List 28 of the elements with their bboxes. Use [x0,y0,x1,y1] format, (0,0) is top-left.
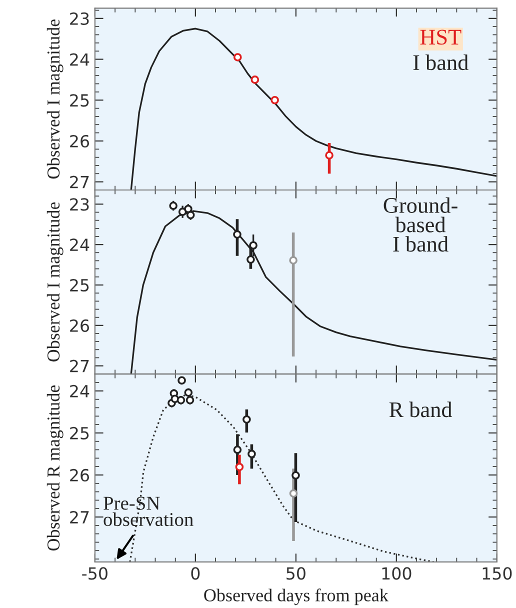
y-tick-label: 27 [70,360,89,372]
y-tick-label: 26 [70,468,90,482]
annotation: Ground- based I band [384,197,458,252]
y-axis-title: Observed R magnitude [46,385,64,551]
y-tick-label: 26 [70,134,90,148]
y-tick-label: 25 [70,94,89,107]
annotation: HST [420,30,462,45]
annotation: Pre-SN observation [104,496,194,526]
x-tick-label: 50 [286,567,306,580]
y-tick-label: 23 [70,198,89,211]
y-tick-label: 24 [70,53,90,66]
y-tick-label: 24 [70,384,90,398]
y-tick-label: 27 [70,176,89,188]
y-tick-label: 24 [70,238,90,251]
y-axis-title: Observed I magnitude [46,202,64,362]
x-axis-title: Observed days from peak [204,588,388,606]
y-tick-label: 25 [70,278,89,292]
y-tick-label: 25 [70,426,89,440]
annotation: R band [389,402,452,418]
y-tick-label: 27 [70,510,89,524]
x-tick-label: 100 [382,567,412,580]
y-tick-label: 23 [70,12,89,25]
annotation: I band [413,54,468,70]
x-tick-label: 150 [482,567,512,580]
x-tick-label: 0 [191,567,200,580]
y-axis-title: Observed I magnitude [46,20,64,179]
y-tick-label: 26 [70,319,90,332]
x-tick-label: -50 [82,567,108,580]
